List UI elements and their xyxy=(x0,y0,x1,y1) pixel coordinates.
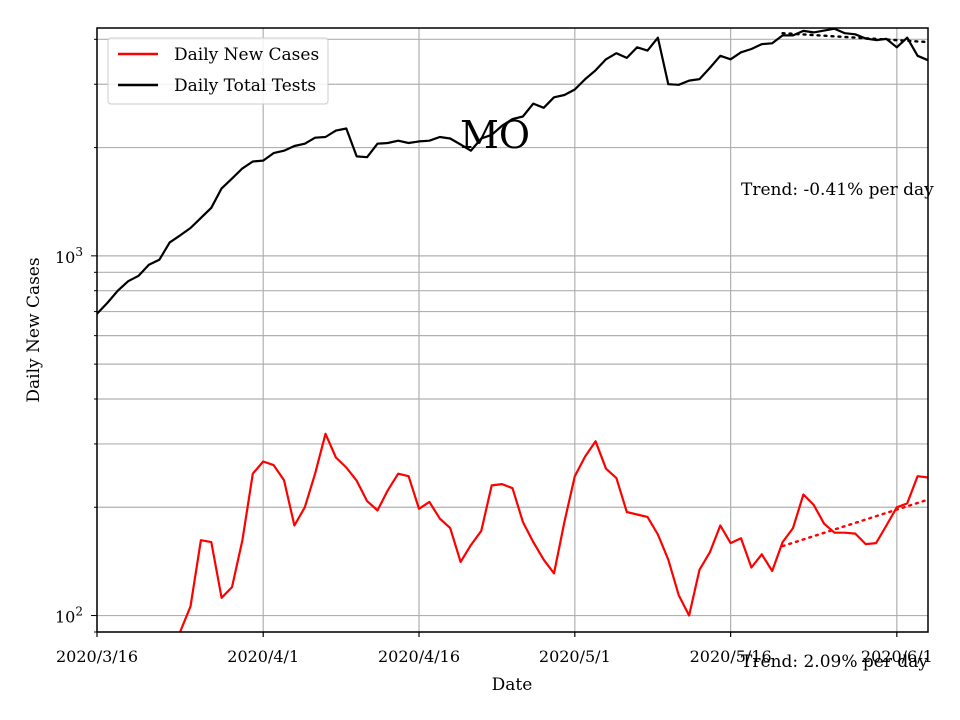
x-tick-label: 2020/5/1 xyxy=(539,647,611,666)
trend-label-cases: Trend: 2.09% per day xyxy=(741,652,928,672)
x-tick-label: 2020/4/16 xyxy=(378,647,460,666)
x-tick-label: 2020/6/1 xyxy=(861,647,933,666)
y-tick-label: 103 xyxy=(55,245,83,267)
axis-ticks: 2020/3/16 2020/4/1 2020/4/16 2020/5/1 2020/5… xyxy=(55,38,933,666)
chart-title: MO xyxy=(460,113,530,157)
plot-frame xyxy=(96,27,929,633)
y-tick-label: 102 xyxy=(55,605,83,627)
grid xyxy=(96,28,928,633)
legend-box xyxy=(107,37,329,105)
legend-label-cases: Daily New Cases xyxy=(174,45,319,65)
x-tick-label: 2020/4/1 xyxy=(227,647,299,666)
x-tick-label: 2020/5/16 xyxy=(690,647,772,666)
series-line-daily-new-cases xyxy=(179,432,929,633)
series-lines xyxy=(96,27,929,633)
series-line-daily-total-tests xyxy=(96,27,929,315)
trend-label-tests: Trend: -0.41% per day xyxy=(741,180,934,200)
trend-line-cases xyxy=(781,498,930,548)
x-axis-label: Date xyxy=(492,675,533,695)
y-axis-label: Daily New Cases xyxy=(24,257,44,402)
legend: Daily New Cases Daily Total Tests xyxy=(107,37,329,105)
x-tick-label: 2020/3/16 xyxy=(56,647,138,666)
legend-label-tests: Daily Total Tests xyxy=(174,76,316,96)
